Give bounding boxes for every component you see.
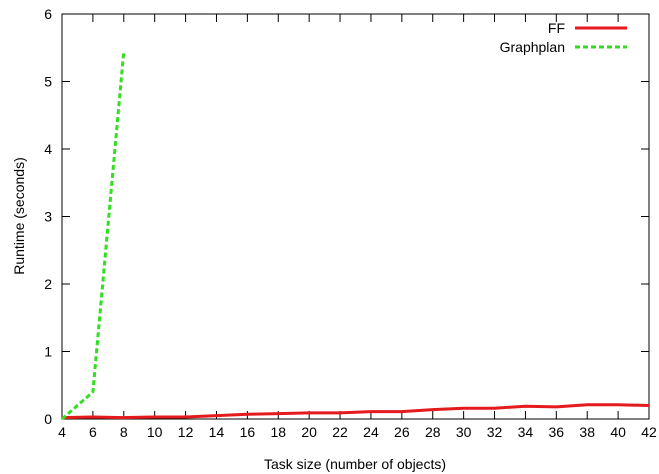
y-tick-label: 3 <box>44 209 52 225</box>
y-tick-label: 2 <box>44 276 52 292</box>
x-tick-label: 28 <box>425 424 441 440</box>
x-tick-label: 36 <box>549 424 565 440</box>
x-tick-label: 30 <box>456 424 472 440</box>
x-tick-label: 34 <box>518 424 534 440</box>
x-tick-label: 12 <box>178 424 194 440</box>
legend-label: FF <box>548 20 565 36</box>
x-tick-label: 16 <box>240 424 256 440</box>
x-tick-label: 38 <box>579 424 595 440</box>
legend: FF Graphplan <box>500 20 627 55</box>
series-line-ff <box>62 405 649 418</box>
y-tick-label: 4 <box>44 141 52 157</box>
plot-frame <box>62 14 649 419</box>
x-tick-label: 8 <box>120 424 128 440</box>
x-tick-label: 14 <box>209 424 225 440</box>
x-tick-label: 24 <box>363 424 379 440</box>
y-tick-label: 1 <box>44 344 52 360</box>
y-tick-label: 0 <box>44 411 52 427</box>
x-tick-label: 18 <box>270 424 286 440</box>
tick-labels: 4 6 8 10 12 14 16 18 20 22 24 26 28 30 32 34 36 38 40 42012… <box>44 6 657 440</box>
y-axis-label: Runtime (seconds) <box>11 157 27 275</box>
series-lines <box>62 51 649 419</box>
x-tick-label: 6 <box>89 424 97 440</box>
x-tick-label: 40 <box>610 424 626 440</box>
axis-ticks <box>62 14 649 419</box>
series-line-graphplan <box>62 51 124 419</box>
x-axis-label: Task size (number of objects) <box>264 456 446 472</box>
y-tick-label: 5 <box>44 74 52 90</box>
x-tick-label: 26 <box>394 424 410 440</box>
x-tick-label: 10 <box>147 424 163 440</box>
x-tick-label: 22 <box>332 424 348 440</box>
x-tick-label: 20 <box>301 424 317 440</box>
legend-label: Graphplan <box>500 39 565 55</box>
x-tick-label: 42 <box>641 424 657 440</box>
x-tick-label: 32 <box>487 424 503 440</box>
y-tick-label: 6 <box>44 6 52 22</box>
x-tick-label: 4 <box>58 424 66 440</box>
